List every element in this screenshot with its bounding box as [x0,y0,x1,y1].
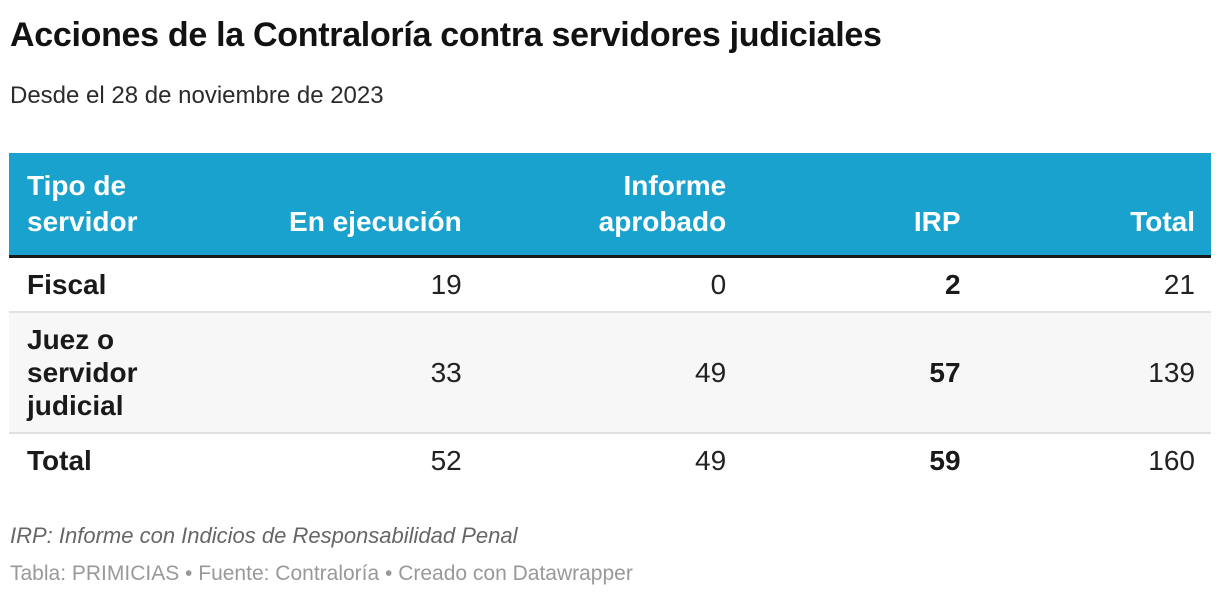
data-table: Tipo de servidor En ejecución Informe ap… [9,153,1211,487]
table-footnote: IRP: Informe con Indicios de Responsabil… [10,523,518,548]
column-header-informe-aprobado: Informe aprobado [477,153,743,258]
column-header-tipo-de-servidor: Tipo de servidor [9,153,209,258]
table-header-row: Tipo de servidor En ejecución Informe ap… [9,153,1211,258]
column-header-irp: IRP [742,153,977,258]
cell-juez-irp: 57 [929,357,961,388]
table-body: Fiscal 19 0 2 21 Juez o servidor judicia… [9,257,1211,488]
page-subtitle: Desde el 28 de noviembre de 2023 [10,82,384,109]
table-row-total: Total 52 49 59 160 [9,433,1211,487]
row-label-fiscal: Fiscal [27,269,107,300]
cell-fiscal-en-ejecucion: 19 [430,269,462,300]
row-label-juez-o-servidor-judicial: Juez o servidor judicial [27,324,138,421]
table-row-juez-o-servidor-judicial: Juez o servidor judicial 33 49 57 139 [9,312,1211,433]
cell-fiscal-irp: 2 [945,269,961,300]
cell-juez-en-ejecucion: 33 [430,357,462,388]
cell-fiscal-informe-aprobado: 0 [710,269,727,300]
cell-total-en-ejecucion: 52 [430,445,462,476]
cell-total-informe-aprobado: 49 [695,445,727,476]
table-credits: Tabla: PRIMICIAS • Fuente: Contraloría •… [10,562,633,585]
page-title: Acciones de la Contraloría contra servid… [10,16,882,54]
table-header: Tipo de servidor En ejecución Informe ap… [9,153,1211,258]
cell-juez-total: 139 [1148,357,1195,388]
table-row-fiscal: Fiscal 19 0 2 21 [9,257,1211,313]
cell-total-total: 160 [1148,445,1195,476]
column-header-en-ejecucion: En ejecución [208,153,478,258]
column-header-total: Total [976,153,1211,258]
row-label-total: Total [27,445,92,476]
cell-juez-informe-aprobado: 49 [695,357,727,388]
cell-total-irp: 59 [929,445,961,476]
cell-fiscal-total: 21 [1163,269,1195,300]
